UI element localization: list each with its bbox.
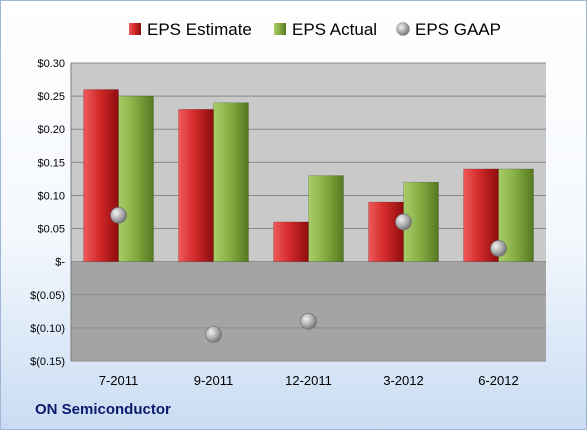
y-tick-label: $(0.10) <box>30 323 65 335</box>
company-name: ON Semiconductor <box>35 401 171 418</box>
bar-eps-estimate <box>273 221 309 262</box>
plot-bg-negative <box>71 261 546 361</box>
bar-eps-actual <box>118 95 154 262</box>
legend-swatch-eps-actual <box>274 23 286 35</box>
y-tick-label: $(0.15) <box>30 356 65 368</box>
x-tick-label: 12-2011 <box>285 373 332 388</box>
legend-label-eps-gaap: EPS GAAP <box>415 20 501 39</box>
y-tick-label: $0.15 <box>37 157 65 169</box>
legend-swatch-eps-estimate <box>129 23 141 35</box>
bar-eps-estimate <box>83 89 119 262</box>
y-tick-label: $0.30 <box>37 58 65 70</box>
bar-eps-actual <box>308 175 344 262</box>
x-axis: 7-2011 9-2011 12-2011 3-2012 6-2012 <box>99 373 519 388</box>
point-eps-gaap <box>395 213 412 231</box>
legend: EPS Estimate EPS Actual EPS GAAP <box>129 20 501 39</box>
x-tick-label: 3-2012 <box>383 373 423 388</box>
bar-eps-estimate <box>368 201 404 262</box>
point-eps-gaap <box>300 312 317 330</box>
y-axis: $0.30 $0.25 $0.20 $0.15 $0.10 $0.05 $- $(0.05) $… <box>30 58 72 368</box>
point-eps-gaap <box>490 240 507 257</box>
legend-label-eps-actual: EPS Actual <box>292 20 377 39</box>
x-tick-label: 9-2011 <box>194 373 234 388</box>
y-tick-label: $0.25 <box>37 91 65 103</box>
plot-area <box>71 62 546 362</box>
x-tick-label: 7-2011 <box>99 373 139 388</box>
y-tick-label: $0.20 <box>37 124 65 136</box>
legend-label-eps-estimate: EPS Estimate <box>147 20 252 39</box>
x-tick-label: 6-2012 <box>478 373 518 388</box>
y-tick-label: $0.05 <box>37 224 65 236</box>
y-tick-label: $(0.05) <box>30 290 65 302</box>
bar-eps-actual <box>213 102 249 262</box>
point-eps-gaap <box>205 326 222 343</box>
y-tick-label: $- <box>55 257 65 269</box>
point-eps-gaap <box>110 207 127 224</box>
y-tick-label: $0.10 <box>37 190 65 202</box>
legend-swatch-eps-gaap <box>396 22 410 36</box>
bar-eps-estimate <box>178 109 214 262</box>
